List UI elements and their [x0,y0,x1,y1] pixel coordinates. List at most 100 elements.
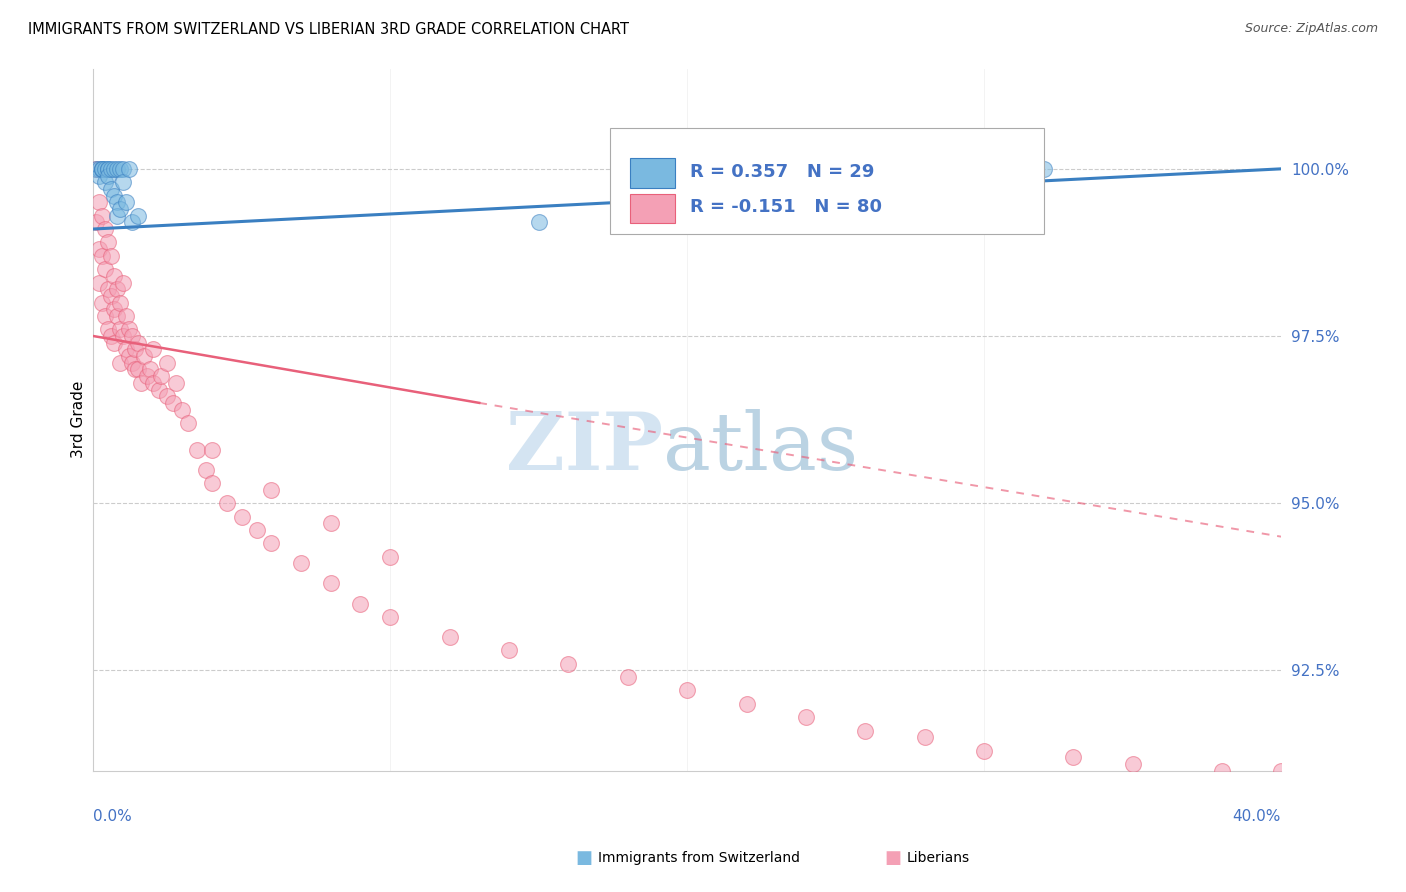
Bar [630,194,675,223]
Point [1032,161,1054,176]
Point [105,161,128,176]
Point [498,643,520,657]
Point [527,215,550,229]
Point [108,322,131,336]
Point [91,295,114,310]
Point [105,309,128,323]
Point [108,356,131,370]
Point [105,195,128,210]
Point [108,202,131,216]
Point [378,549,401,564]
Point [84,161,107,176]
Point [231,509,253,524]
Point [127,209,149,223]
Bar [630,159,675,188]
Point [186,442,208,457]
Point [162,396,184,410]
Point [108,295,131,310]
Point [89,242,111,256]
Point [111,175,134,189]
Point [97,235,120,250]
Point [100,289,122,303]
Text: 40.0%: 40.0% [1233,809,1281,824]
Text: R = -0.151   N = 80: R = -0.151 N = 80 [689,198,882,216]
Point [439,630,461,644]
Point [853,723,876,738]
Point [84,161,107,176]
Point [616,670,638,684]
Point [89,276,111,290]
Point [111,276,134,290]
FancyBboxPatch shape [610,128,1043,234]
Point [89,161,111,176]
Point [142,343,165,357]
Point [121,215,143,229]
Text: IMMIGRANTS FROM SWITZERLAND VS LIBERIAN 3RD GRADE CORRELATION CHART: IMMIGRANTS FROM SWITZERLAND VS LIBERIAN … [28,22,628,37]
Point [103,188,125,202]
Point [118,161,141,176]
Point [105,209,128,223]
Point [121,356,143,370]
Point [172,402,194,417]
Text: atlas: atlas [664,409,859,487]
Text: Immigrants from Switzerland: Immigrants from Switzerland [598,851,800,865]
Point [100,161,122,176]
Point [115,309,138,323]
Point [105,282,128,296]
Point [103,302,125,317]
Point [177,416,200,430]
Point [100,249,122,263]
Point [735,697,758,711]
Point [100,329,122,343]
Text: R = 0.357   N = 29: R = 0.357 N = 29 [689,162,875,181]
Point [129,376,152,390]
Point [103,268,125,283]
Y-axis label: 3rd Grade: 3rd Grade [72,381,86,458]
Point [215,496,238,510]
Point [91,161,114,176]
Point [127,362,149,376]
Point [378,610,401,624]
Point [111,329,134,343]
Point [103,335,125,350]
Point [97,161,120,176]
Point [115,343,138,357]
Point [290,557,312,571]
Point [89,169,111,183]
Point [124,343,146,357]
Point [914,731,936,745]
Point [135,369,157,384]
Text: Liberians: Liberians [907,851,970,865]
Point [349,597,371,611]
Point [84,215,107,229]
Point [201,442,224,457]
Text: ■: ■ [575,849,592,867]
Point [91,161,114,176]
Point [824,161,846,176]
Point [1062,750,1084,764]
Point [1211,764,1233,778]
Point [97,322,120,336]
Point [195,463,218,477]
Point [94,175,117,189]
Point [676,683,699,698]
Point [132,349,155,363]
Point [1122,757,1144,772]
Point [319,516,342,531]
Point [103,161,125,176]
Point [94,309,117,323]
Point [245,523,267,537]
Text: Source: ZipAtlas.com: Source: ZipAtlas.com [1244,22,1378,36]
Point [100,182,122,196]
Point [118,322,141,336]
Point [201,476,224,491]
Point [319,576,342,591]
Point [127,335,149,350]
Point [165,376,187,390]
Point [156,356,179,370]
Text: 0.0%: 0.0% [93,809,132,824]
Point [124,362,146,376]
Point [121,329,143,343]
Point [97,169,120,183]
Point [115,195,138,210]
